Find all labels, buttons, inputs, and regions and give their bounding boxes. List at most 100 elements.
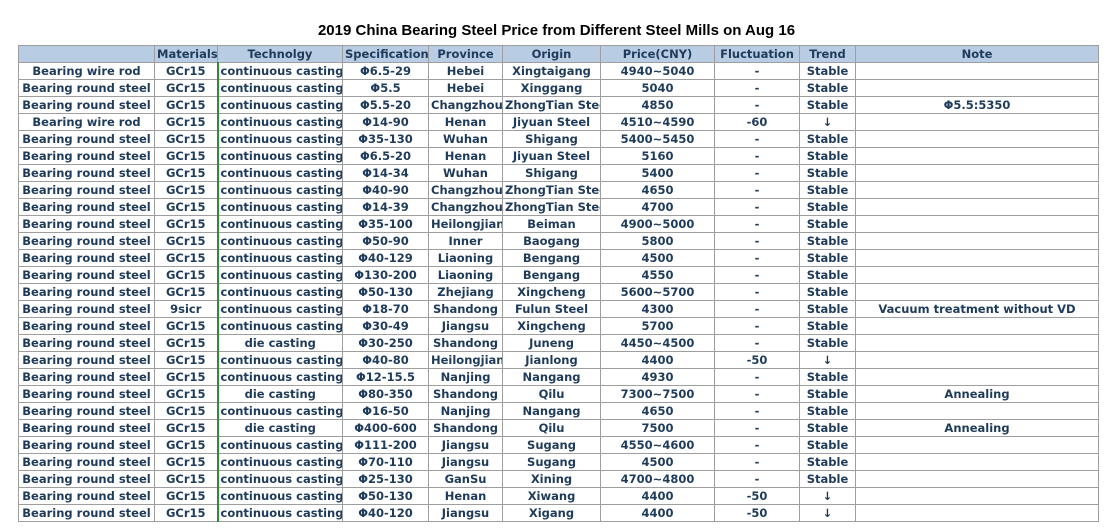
table-body: Bearing wire rod GCr15 continuous casting Φ…: [18, 62, 1099, 522]
materials-cell: GCr15: [154, 198, 218, 216]
product-cell: Bearing round steel: [18, 419, 155, 437]
product-cell: Bearing wire rod: [18, 62, 155, 80]
trend-down-icon: ↓: [799, 113, 856, 131]
materials-cell: GCr15: [154, 317, 218, 335]
table-row: Bearing round steel GCr15 continuous casti…: [18, 79, 1099, 97]
product-cell: Bearing round steel: [18, 504, 155, 522]
province-cell: Henan: [428, 487, 503, 505]
specification-cell: Φ40-129: [342, 249, 429, 267]
note-cell: [855, 504, 1099, 522]
materials-cell: GCr15: [154, 453, 218, 471]
trend-down-icon: ↓: [799, 487, 856, 505]
fluctuation-cell: -: [714, 368, 800, 386]
specification-cell: Φ16-50: [342, 402, 429, 420]
fluctuation-cell: -: [714, 232, 800, 250]
specification-cell: Φ14-34: [342, 164, 429, 182]
price-cell: 4510~4590: [600, 113, 715, 131]
header-origin: Origin: [502, 45, 601, 63]
origin-cell: Fulun Steel: [502, 300, 601, 318]
province-cell: Nanjing: [428, 402, 503, 420]
technology-cell: continuous casting: [216, 317, 343, 335]
trend-cell: Stable: [799, 232, 856, 250]
specification-cell: Φ12-15.5: [342, 368, 429, 386]
province-cell: Shandong: [428, 385, 503, 403]
materials-cell: GCr15: [154, 215, 218, 233]
specification-cell: Φ40-120: [342, 504, 429, 522]
trend-cell: Stable: [799, 164, 856, 182]
origin-cell: ZhongTian Steel: [502, 181, 601, 199]
specification-cell: Φ50-130: [342, 487, 429, 505]
note-cell: [855, 317, 1099, 335]
origin-cell: ZhongTian Steel: [502, 198, 601, 216]
product-cell: Bearing round steel: [18, 266, 155, 284]
product-cell: Bearing round steel: [18, 402, 155, 420]
note-cell: Vacuum treatment without VD: [855, 300, 1099, 318]
fluctuation-cell: -: [714, 147, 800, 165]
table-row: Bearing round steel GCr15 continuous casti…: [18, 453, 1099, 471]
technology-cell: continuous casting: [216, 283, 343, 301]
trend-cell: Stable: [799, 96, 856, 114]
fluctuation-cell: -: [714, 402, 800, 420]
header-technology: Technolgy: [217, 45, 343, 63]
note-cell: [855, 453, 1099, 471]
trend-cell: Stable: [799, 266, 856, 284]
materials-cell: GCr15: [154, 181, 218, 199]
header-materials: Materials: [154, 45, 218, 63]
materials-cell: GCr15: [154, 487, 218, 505]
product-cell: Bearing round steel: [18, 300, 155, 318]
trend-cell: Stable: [799, 147, 856, 165]
price-table: Materials Technolgy Specification Provin…: [18, 45, 1099, 522]
trend-cell: Stable: [799, 385, 856, 403]
trend-cell: Stable: [799, 300, 856, 318]
origin-cell: Bengang: [502, 249, 601, 267]
price-cell: 5040: [600, 79, 715, 97]
table-row: Bearing round steel GCr15 die casting Φ400-…: [18, 419, 1099, 437]
origin-cell: Qilu: [502, 419, 601, 437]
price-cell: 5160: [600, 147, 715, 165]
origin-cell: Nangang: [502, 402, 601, 420]
province-cell: Heilongjian: [428, 351, 503, 369]
fluctuation-cell: -: [714, 215, 800, 233]
fluctuation-cell: -50: [714, 487, 800, 505]
origin-cell: Juneng: [502, 334, 601, 352]
fluctuation-cell: -: [714, 470, 800, 488]
fluctuation-cell: -: [714, 62, 800, 80]
specification-cell: Φ35-100: [342, 215, 429, 233]
materials-cell: GCr15: [154, 334, 218, 352]
price-cell: 4300: [600, 300, 715, 318]
table-row: Bearing round steel GCr15 continuous casti…: [18, 164, 1099, 182]
product-cell: Bearing round steel: [18, 181, 155, 199]
trend-cell: Stable: [799, 368, 856, 386]
note-cell: [855, 351, 1099, 369]
note-cell: [855, 402, 1099, 420]
price-cell: 7300~7500: [600, 385, 715, 403]
technology-cell: die casting: [216, 334, 343, 352]
table-row: Bearing wire rod GCr15 continuous casting Φ…: [18, 113, 1099, 131]
trend-down-icon: ↓: [799, 351, 856, 369]
product-cell: Bearing round steel: [18, 368, 155, 386]
table-row: Bearing round steel GCr15 continuous casti…: [18, 351, 1099, 369]
materials-cell: GCr15: [154, 419, 218, 437]
trend-cell: Stable: [799, 249, 856, 267]
price-cell: 4550~4600: [600, 436, 715, 454]
fluctuation-cell: -: [714, 436, 800, 454]
materials-cell: 9sicr: [154, 300, 218, 318]
trend-cell: Stable: [799, 334, 856, 352]
header-product: [18, 45, 155, 63]
table-row: Bearing round steel GCr15 continuous casti…: [18, 402, 1099, 420]
fluctuation-cell: -: [714, 198, 800, 216]
province-cell: Inner: [428, 232, 503, 250]
trend-cell: Stable: [799, 198, 856, 216]
technology-cell: die casting: [216, 419, 343, 437]
specification-cell: Φ18-70: [342, 300, 429, 318]
price-cell: 5600~5700: [600, 283, 715, 301]
fluctuation-cell: -: [714, 130, 800, 148]
fluctuation-cell: -60: [714, 113, 800, 131]
price-cell: 4450~4500: [600, 334, 715, 352]
header-row: Materials Technolgy Specification Provin…: [18, 45, 1099, 63]
materials-cell: GCr15: [154, 147, 218, 165]
table-row: Bearing round steel GCr15 continuous casti…: [18, 368, 1099, 386]
specification-cell: Φ30-49: [342, 317, 429, 335]
table-row: Bearing round steel GCr15 continuous casti…: [18, 436, 1099, 454]
materials-cell: GCr15: [154, 385, 218, 403]
